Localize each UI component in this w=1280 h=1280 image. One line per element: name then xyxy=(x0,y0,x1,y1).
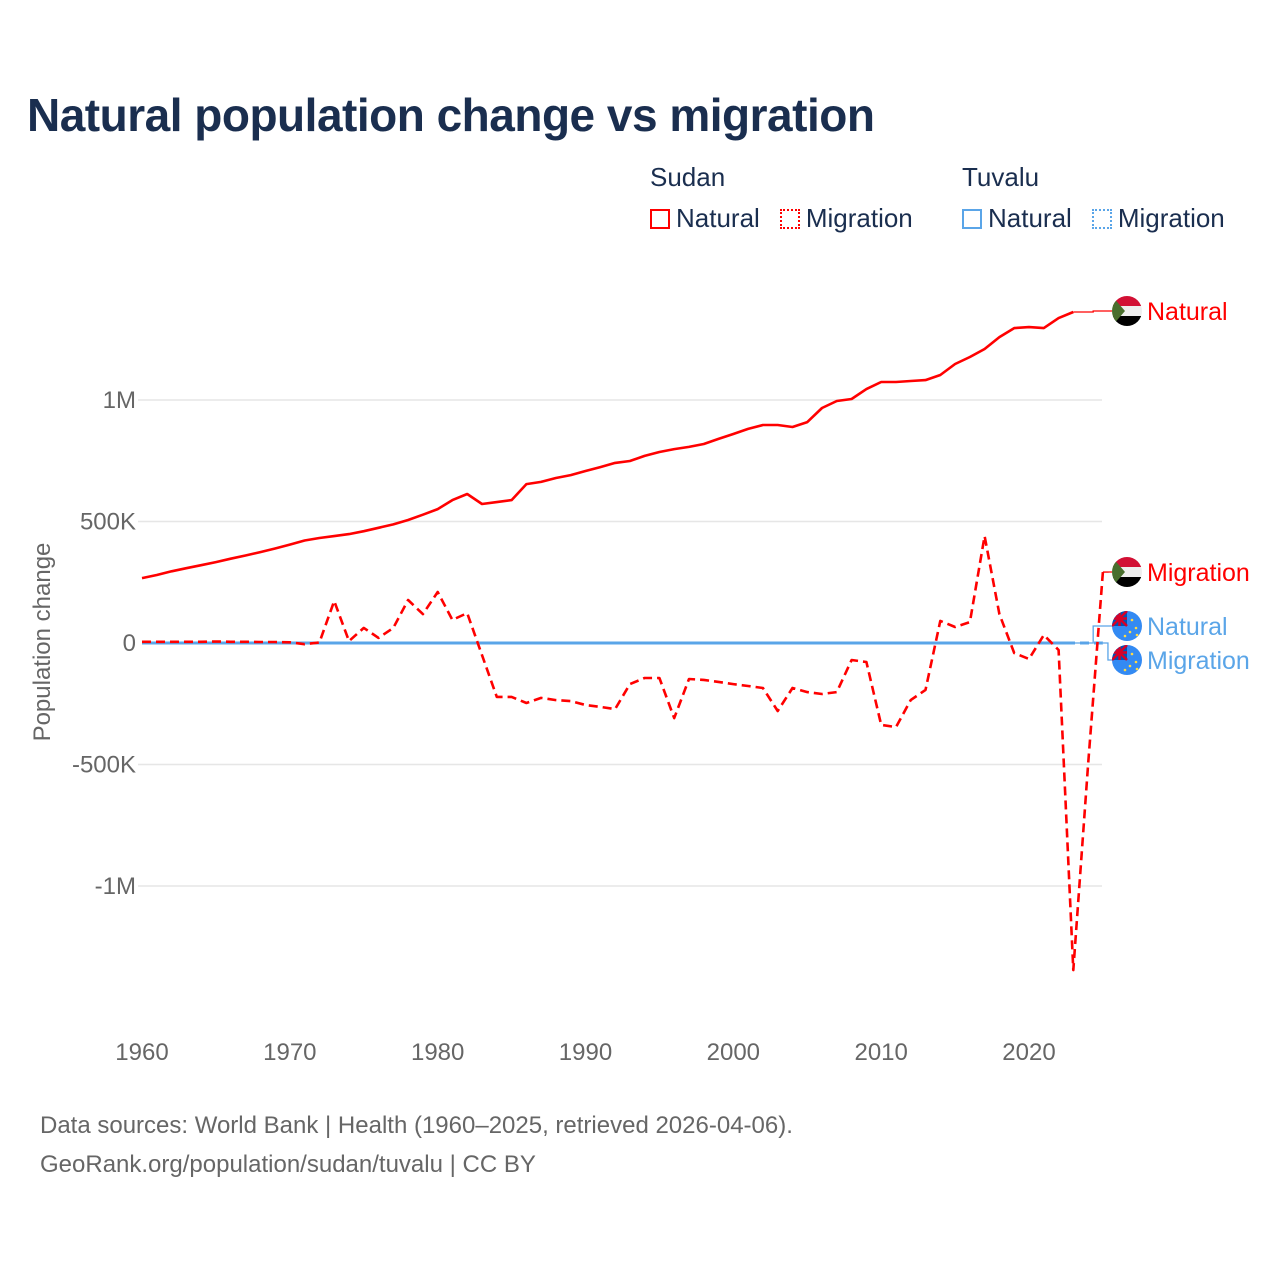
data-source-text: Data sources: World Bank | Health (1960–… xyxy=(40,1112,793,1139)
y-tick-label: -1M xyxy=(95,873,136,900)
y-axis-label: Population change xyxy=(29,543,56,742)
label-leader-line xyxy=(1073,625,1113,644)
flag-stripe xyxy=(1112,306,1142,316)
flag-stripe xyxy=(1112,577,1142,587)
flag-triangle xyxy=(1112,557,1125,587)
dotted-swatch-icon xyxy=(779,208,800,229)
solid-swatch-icon xyxy=(962,208,982,229)
legend-item-sudan-migration[interactable]: Migration xyxy=(779,203,913,234)
legend-item-sudan-natural[interactable]: Natural xyxy=(650,203,760,234)
x-tick-label: 1980 xyxy=(411,1039,464,1066)
tuvalu-flag-icon xyxy=(1112,645,1142,675)
flag-star xyxy=(1123,668,1127,672)
flag-star xyxy=(1135,667,1139,671)
series-end-label: Natural xyxy=(1147,298,1228,326)
flag-stripe xyxy=(1112,567,1142,577)
series-line-sudan-natural xyxy=(141,310,1074,580)
legend-item-tuvalu-migration[interactable]: Migration xyxy=(1091,203,1225,234)
series-end-label: Migration xyxy=(1147,647,1250,675)
legend-label: Migration xyxy=(1117,203,1225,233)
legend-group-sudan: Sudan Natural Migration xyxy=(650,162,913,234)
y-tick-label: 500K xyxy=(80,509,136,536)
x-tick-label: 2020 xyxy=(1002,1039,1055,1066)
flag-stripe xyxy=(1112,316,1142,326)
chart-title: Natural population change vs migration xyxy=(27,89,875,141)
series-end-label: Natural xyxy=(1147,613,1228,641)
legend-group-tuvalu: Tuvalu Natural Migration xyxy=(962,162,1225,234)
x-tick-label: 1960 xyxy=(115,1039,168,1066)
legend-label: Natural xyxy=(676,203,760,233)
flag-canton xyxy=(1112,611,1127,626)
flag-field xyxy=(1112,611,1142,641)
y-tick-label: 0 xyxy=(123,630,136,657)
legend-group-title: Sudan xyxy=(650,162,726,192)
series-line-sudan-migration xyxy=(142,534,1105,972)
legend-group-title: Tuvalu xyxy=(962,162,1040,192)
flag-star xyxy=(1128,664,1132,668)
label-leader-line xyxy=(1073,310,1113,313)
dotted-swatch-icon xyxy=(1091,208,1112,229)
flag-star xyxy=(1135,633,1139,637)
solid-swatch-icon xyxy=(650,208,670,229)
legend-item-tuvalu-natural[interactable]: Natural xyxy=(962,203,1072,234)
x-tick-label: 1970 xyxy=(263,1039,316,1066)
label-leader-line xyxy=(1102,642,1113,661)
legend-label: Natural xyxy=(988,203,1072,233)
x-tick-label: 1990 xyxy=(559,1039,612,1066)
flag-star xyxy=(1134,626,1138,630)
sudan-flag-icon xyxy=(1112,557,1142,587)
flag-stripe xyxy=(1112,557,1142,567)
flag-canton xyxy=(1112,645,1127,660)
x-tick-label: 2010 xyxy=(854,1039,907,1066)
attribution-link[interactable]: GeoRank.org/population/sudan/tuvalu | CC… xyxy=(40,1151,536,1178)
flag-star xyxy=(1134,660,1138,664)
flag-cross xyxy=(1112,611,1128,627)
flag-star xyxy=(1130,618,1134,622)
tuvalu-flag-icon xyxy=(1112,611,1142,641)
y-tick-label: 1M xyxy=(103,387,136,414)
flag-field xyxy=(1112,645,1142,675)
flag-star xyxy=(1123,634,1127,638)
x-tick-label: 2000 xyxy=(707,1039,760,1066)
flag-stripe xyxy=(1112,296,1142,306)
footer: Data sources: World Bank | Health (1960–… xyxy=(40,1106,793,1184)
flag-cross xyxy=(1112,645,1128,661)
series-end-label: Migration xyxy=(1147,559,1250,587)
flag-star xyxy=(1128,630,1132,634)
flag-star xyxy=(1130,652,1134,656)
sudan-flag-icon xyxy=(1112,296,1142,326)
flag-triangle xyxy=(1112,296,1125,326)
y-tick-label: -500K xyxy=(72,752,136,779)
legend-label: Migration xyxy=(805,203,913,233)
